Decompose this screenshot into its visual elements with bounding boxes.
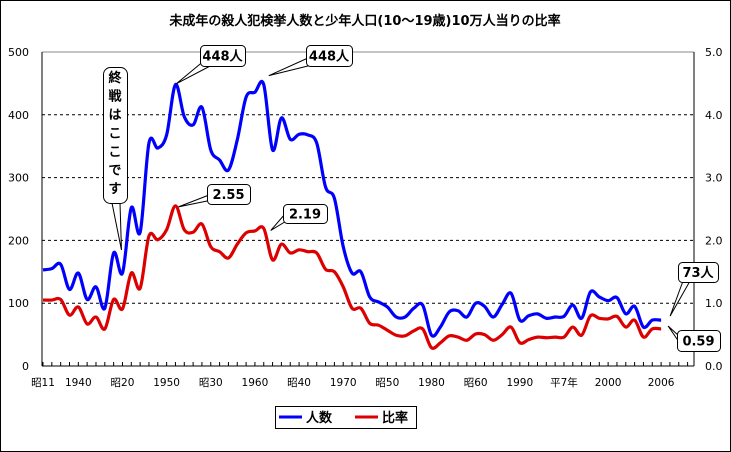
x-tick-label: 昭60 [464,377,488,389]
y-left-tick-label: 300 [8,172,29,185]
left-tick-labels: 0 100 200 300 400 500 [8,46,29,373]
callout-last-count-pointer [669,280,691,317]
y-right-tick-label: 2.0 [705,234,723,247]
callout-peak-1961-label: 448人 [309,49,350,65]
callout-peak-1951-label: 448人 [202,49,243,65]
callout-rate-1951-box [207,184,251,205]
x-tick-label: 1950 [153,377,180,389]
x-tick-label: 1980 [418,377,445,389]
y-left-tick-label: 400 [8,109,29,122]
legend: 人数 比率 [275,406,417,429]
callout-peak-1961-box [306,45,353,67]
y-right-tick-label: 5.0 [705,46,723,59]
x-tick-label: 1970 [330,377,357,389]
callout-rate-1951-pointer [178,194,213,208]
callout-rate-1961-box [283,204,328,224]
y-right-tick-label: 0.0 [705,360,723,373]
callout-rate-1961-label: 2.19 [289,208,321,223]
x-tick-label: 昭40 [287,377,311,389]
x-ticks: 昭11 1940 昭20 1950 昭30 1960 昭40 1970 昭50 1980 昭60 19… [31,362,689,389]
callout-war-end-pointer [111,202,122,251]
chart-title: 未成年の殺人犯検挙人数と少年人口(10～19歳)10万人当りの比率 [168,13,560,29]
x-tick-label: 1940 [65,377,92,389]
x-tick-label: 昭11 [31,377,55,389]
series-line-count [42,79,662,338]
x-tick-label: 平7年 [550,376,578,389]
x-tick-label: 昭20 [111,377,135,389]
gridlines [42,114,694,304]
callout-last-count-label: 73人 [682,265,714,281]
x-tick-label: 2000 [595,377,622,389]
callout-last-rate-box [677,330,721,352]
y-left-tick-label: 0 [22,360,29,373]
x-tick-label: 昭50 [375,377,399,389]
y-right-tick-label: 4.0 [705,109,723,122]
y-left-tick-label: 100 [8,297,29,310]
callout-peak-1961-pointer [268,57,317,77]
callout-war-end-box [103,67,128,204]
x-tick-label: 昭30 [199,377,223,389]
x-tick-label: 2006 [648,377,675,389]
y-right-tick-label: 1.0 [705,297,723,310]
callout-war-end-label: 終戦はここです [108,70,122,197]
legend-box [275,406,417,429]
y-right-tick-label: 3.0 [705,172,723,185]
y-left-tick-label: 500 [8,46,29,59]
y-left-tick-label: 200 [8,234,29,247]
series-lines [42,79,662,350]
callouts: 448人 448人 2.55 2.19 73人 0.59 終戦はここです [103,45,721,352]
callout-rate-1951-label: 2.55 [212,188,244,203]
callout-peak-1951-box [200,45,246,67]
x-tick-label: 1990 [506,377,533,389]
callout-last-rate-label: 0.59 [682,335,714,350]
callout-last-count-box [678,262,719,283]
x-tick-label: 1960 [242,377,269,389]
legend-label-rate: 比率 [382,410,408,426]
right-tick-labels: 0.0 1.0 2.0 3.0 4.0 5.0 [705,46,723,373]
callout-last-rate-pointer [667,325,680,343]
legend-label-count: 人数 [306,410,333,426]
